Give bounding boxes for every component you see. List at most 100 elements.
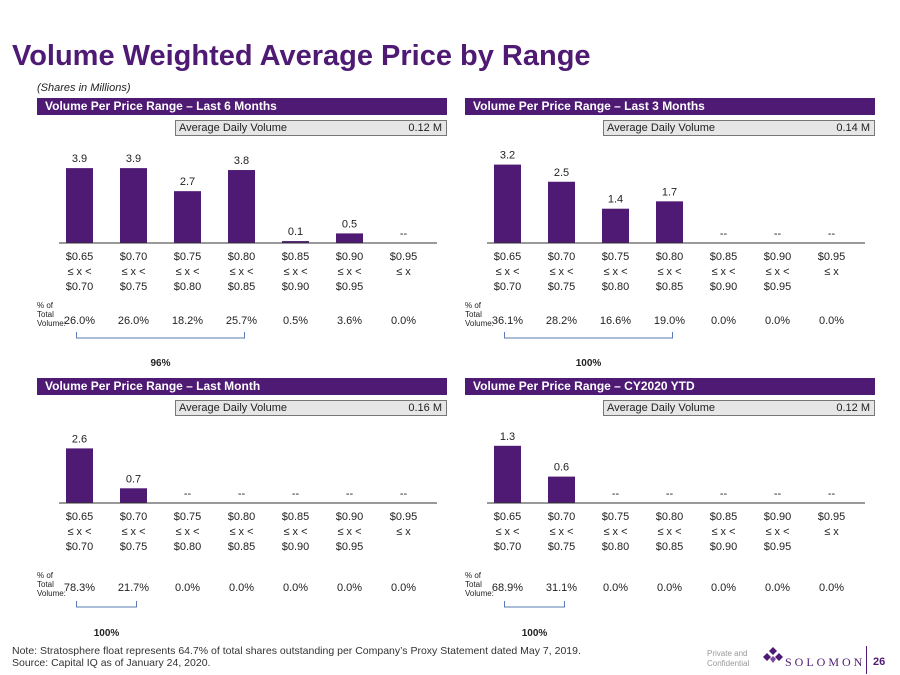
adv-label: Average Daily Volume [179,402,288,414]
category-tick-label: $0.75 [602,251,630,263]
footer-divider [866,646,867,674]
bar [282,241,309,243]
bar-value-label: 1.7 [662,186,677,198]
category-tick-label: ≤ x [824,266,839,278]
bracket-line [504,601,565,608]
bar [548,181,575,243]
category-tick-label: ≤ x < [229,266,253,278]
category-tick-label: $0.75 [548,281,576,293]
category-tick-label: $0.95 [818,511,846,523]
category-tick-label: $0.65 [66,511,94,523]
percentage-label: 28.2% [546,315,577,327]
category-tick-label: $0.75 [548,541,576,553]
category-tick-label: $0.75 [174,511,202,523]
category-tick-label: $0.80 [656,251,684,263]
category-tick-label: $0.70 [120,511,148,523]
average-daily-volume-box: Average Daily Volume 0.12 M [603,400,875,416]
adv-label: Average Daily Volume [607,402,716,414]
footnote-note: Note: Stratosphere float represents 64.7… [12,645,581,657]
category-tick-label: ≤ x < [67,266,91,278]
bar [548,476,575,503]
category-tick-label: $0.75 [174,251,202,263]
adv-value: 0.14 M [836,122,870,134]
category-tick-label: $0.80 [602,281,630,293]
panel-title: Volume Per Price Range – CY2020 YTD [465,378,875,395]
average-daily-volume-box: Average Daily Volume 0.16 M [175,400,447,416]
bar [66,448,93,503]
category-tick-label: $0.90 [336,251,364,263]
bar-value-label: -- [828,228,836,240]
bar-value-label: 3.9 [72,153,87,165]
category-tick-label: ≤ x < [175,266,199,278]
category-tick-label: $0.90 [710,541,738,553]
bar [66,168,93,243]
bar [656,201,683,243]
category-tick-label: $0.95 [336,541,364,553]
adv-value: 0.12 M [408,122,442,134]
chart-panel-last-6-months: Volume Per Price Range – Last 6 Months A… [37,98,447,373]
percentage-label: 0.0% [765,582,790,594]
bar-value-label: -- [828,488,836,500]
category-tick-label: $0.95 [764,281,792,293]
percentage-label: 0.0% [175,582,200,594]
category-tick-label: ≤ x < [337,526,361,538]
category-tick-label: ≤ x < [337,266,361,278]
bar-value-label: -- [238,488,246,500]
category-tick-label: $0.85 [656,281,684,293]
percentage-label: 0.0% [711,315,736,327]
logo-wordmark: SOLOMON [785,655,866,669]
percentage-label: 18.2% [172,315,203,327]
category-tick-label: $0.95 [764,541,792,553]
page-title: Volume Weighted Average Price by Range [12,40,591,72]
category-tick-label: $0.80 [656,511,684,523]
category-tick-label: ≤ x < [283,526,307,538]
percentage-label: 0.0% [283,582,308,594]
category-tick-label: ≤ x < [603,266,627,278]
bar-value-label: -- [292,488,300,500]
category-tick-label: $0.80 [174,541,202,553]
category-tick-label: ≤ x < [121,266,145,278]
adv-label: Average Daily Volume [607,122,716,134]
percentage-label: 16.6% [600,315,631,327]
category-tick-label: $0.95 [336,281,364,293]
bar [494,445,521,503]
bar-value-label: 3.9 [126,153,141,165]
category-tick-label: ≤ x < [765,526,789,538]
percentage-label: 0.0% [603,582,628,594]
bar [336,233,363,243]
bar-value-label: 2.5 [554,167,569,179]
category-tick-label: ≤ x < [495,266,519,278]
category-tick-label: ≤ x [396,526,411,538]
bracket-line [76,601,137,608]
category-tick-label: $0.70 [494,281,522,293]
category-tick-label: $0.65 [494,511,522,523]
category-tick-label: ≤ x < [711,266,735,278]
category-tick-label: ≤ x < [603,526,627,538]
footnote: Note: Stratosphere float represents 64.7… [12,645,581,669]
bar [120,488,147,503]
bar-chart: 3.9 $0.65 ≤ x < $0.70 26.0% 3.9 $0.70 ≤ x < $0.7… [59,153,437,369]
percentage-label: 25.7% [226,315,257,327]
percentage-label: 19.0% [654,315,685,327]
category-tick-label: $0.80 [602,541,630,553]
page-number: 26 [873,656,886,668]
bar-value-label: -- [666,488,674,500]
bar [228,170,255,243]
category-tick-label: ≤ x < [283,266,307,278]
category-tick-label: ≤ x < [175,526,199,538]
average-daily-volume-box: Average Daily Volume 0.12 M [175,120,447,136]
percentage-label: 0.5% [283,315,308,327]
percentage-label: 0.0% [391,315,416,327]
bar-value-label: 3.8 [234,155,249,167]
category-tick-label: $0.70 [66,281,94,293]
bar-value-label: 0.1 [288,226,303,238]
bar-value-label: -- [720,228,728,240]
bar [602,208,629,243]
category-tick-label: $0.70 [120,251,148,263]
category-tick-label: $0.90 [710,281,738,293]
bracket-total-label: 100% [94,628,120,639]
category-tick-label: $0.90 [764,511,792,523]
category-tick-label: $0.80 [174,281,202,293]
category-tick-label: ≤ x < [67,526,91,538]
units-subtitle: (Shares in Millions) [37,82,131,94]
